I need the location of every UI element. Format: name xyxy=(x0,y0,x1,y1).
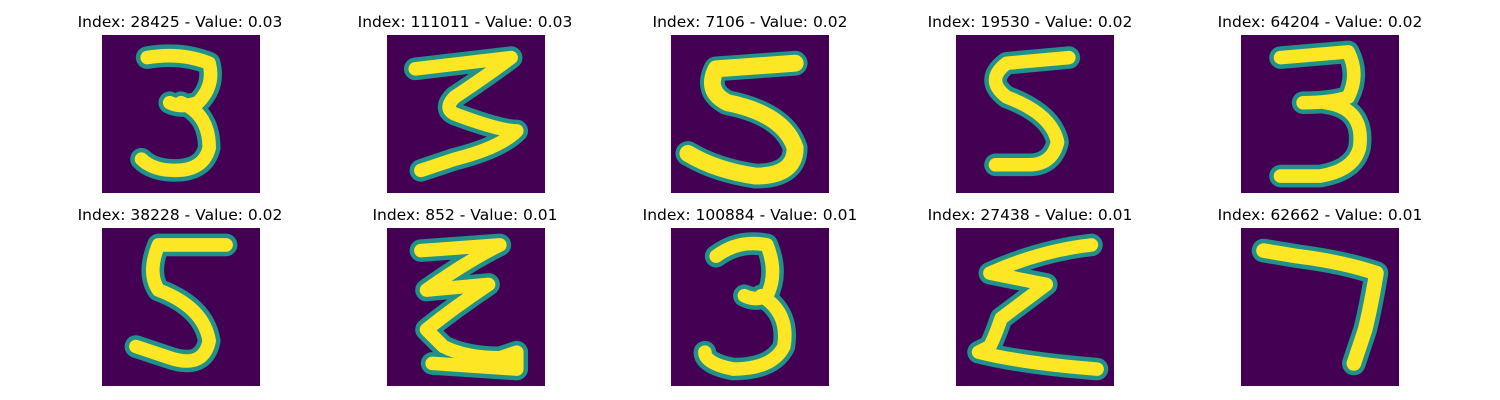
panel-title: Index: 111011 - Value: 0.03 xyxy=(357,13,573,31)
digit-image xyxy=(671,228,829,386)
panel-title: Index: 100884 - Value: 0.01 xyxy=(642,206,858,224)
digit-3-image xyxy=(403,46,529,182)
digit-7-image xyxy=(1251,238,1389,376)
digit-5-image xyxy=(984,46,1081,177)
digit-image xyxy=(102,35,260,193)
digit-5-image xyxy=(675,50,808,189)
digit-image xyxy=(1241,228,1399,386)
digit-image xyxy=(956,228,1114,386)
digit-5-image xyxy=(124,233,238,373)
panel-title: Index: 28425 - Value: 0.03 xyxy=(77,13,283,31)
panel-title: Index: 7106 - Value: 0.02 xyxy=(652,13,848,31)
panel-title: Index: 38228 - Value: 0.02 xyxy=(77,206,283,224)
panel-title: Index: 62662 - Value: 0.01 xyxy=(1217,206,1423,224)
digit-image xyxy=(671,35,829,193)
digit-z-image xyxy=(409,233,529,381)
digit-3-image xyxy=(130,44,222,182)
panel-title: Index: 27438 - Value: 0.01 xyxy=(927,206,1133,224)
digit-image xyxy=(1241,35,1399,193)
digit-image xyxy=(102,228,260,386)
panel-title: Index: 19530 - Value: 0.02 xyxy=(927,13,1133,31)
digit-image xyxy=(956,35,1114,193)
digit-3-image xyxy=(693,232,797,381)
panel-title: Index: 852 - Value: 0.01 xyxy=(372,206,558,224)
digit-3-image xyxy=(1269,40,1372,188)
digit-image xyxy=(387,228,545,386)
panel-title: Index: 64204 - Value: 0.02 xyxy=(1217,13,1423,31)
digit-image xyxy=(387,35,545,193)
digit-sigma-image xyxy=(967,233,1109,381)
